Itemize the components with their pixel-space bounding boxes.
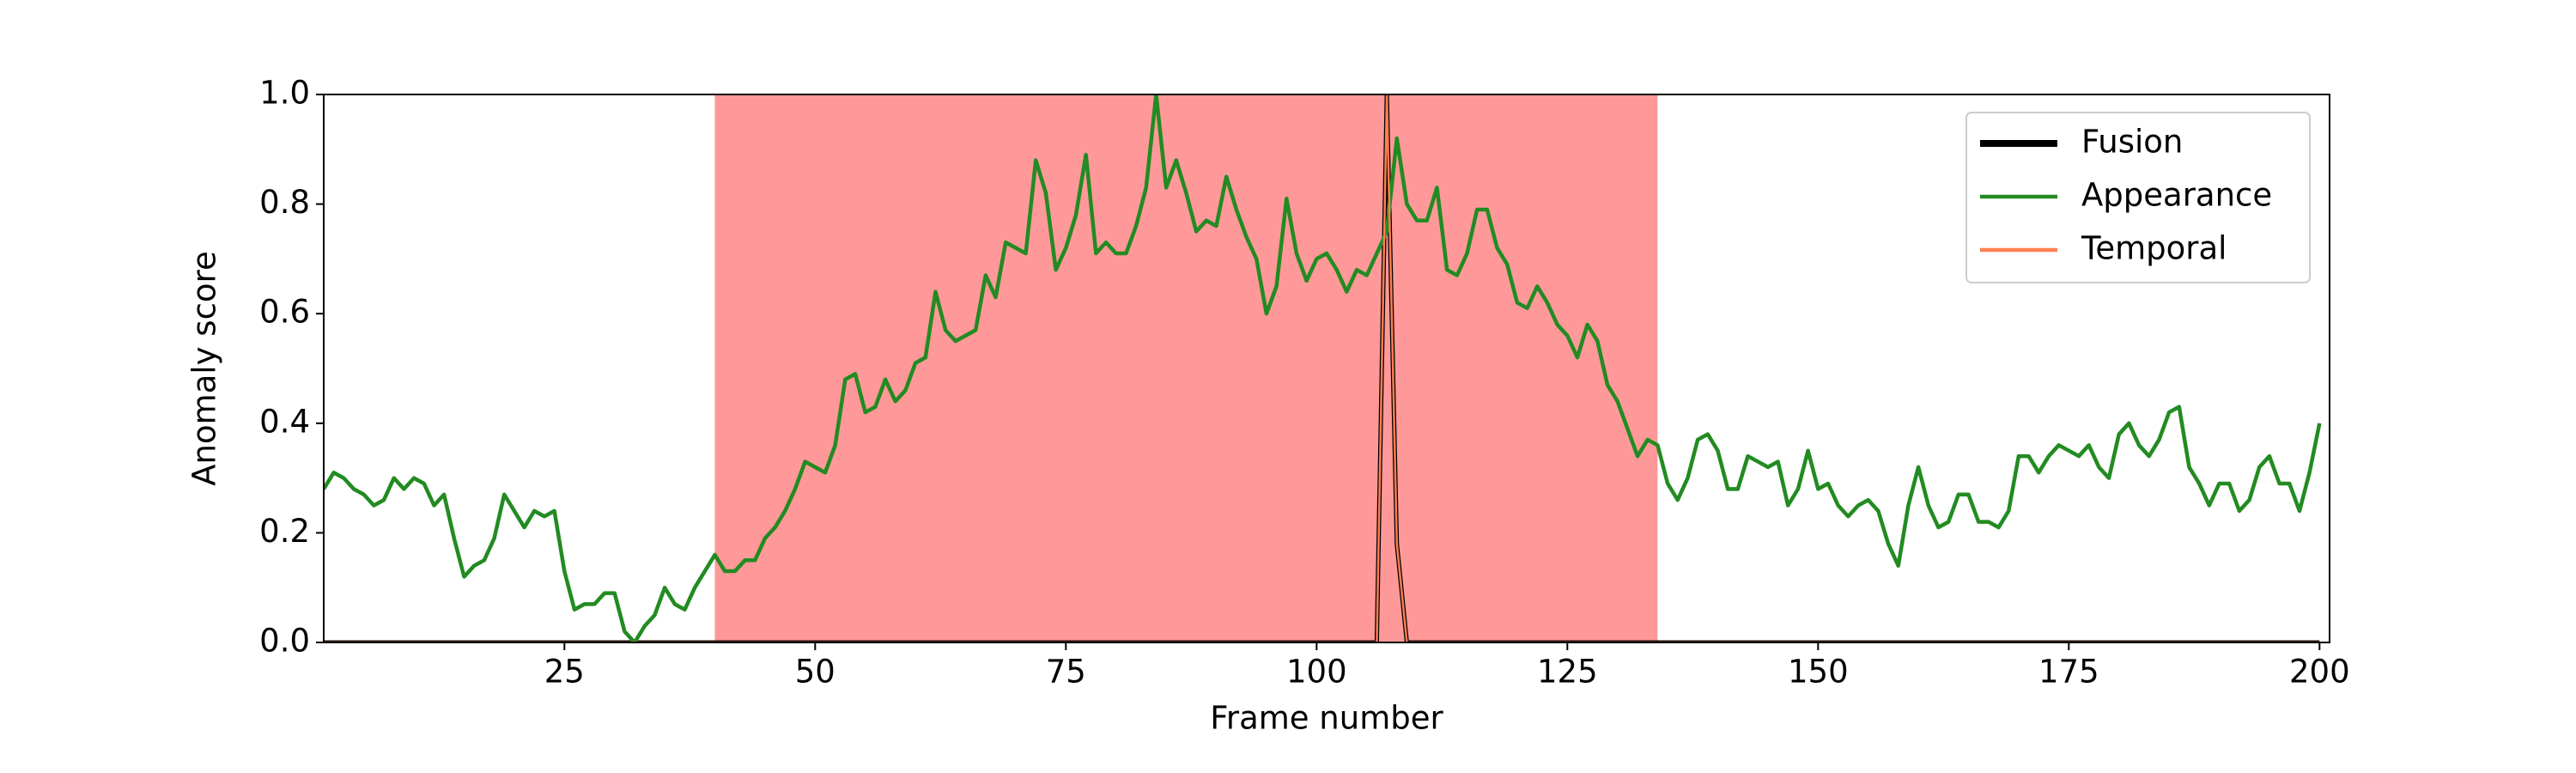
x-tick-label: 50: [795, 654, 835, 691]
y-tick-label: 0.6: [259, 294, 310, 331]
x-axis-label: Frame number: [1210, 700, 1443, 737]
plot-frame: [323, 94, 2330, 643]
y-tick-label: 1.0: [259, 75, 310, 112]
y-tick-label: 0.4: [259, 403, 310, 440]
legend-label: Temporal: [2081, 230, 2227, 267]
x-tick-label: 75: [1046, 654, 1086, 691]
legend-label: Appearance: [2081, 177, 2272, 214]
x-tick-label: 100: [1286, 654, 1347, 691]
plot-lines: [324, 94, 2322, 642]
legend-box: [1965, 112, 2311, 283]
y-tick-label: 0.0: [259, 623, 310, 660]
x-tick-label: 150: [1788, 654, 1849, 691]
legend-label: Fusion: [2081, 124, 2183, 161]
y-tick-label: 0.2: [259, 513, 310, 550]
x-tick-label: 175: [2038, 654, 2099, 691]
x-tick-label: 25: [544, 654, 585, 691]
x-tick-label: 125: [1537, 654, 1598, 691]
series-line: [324, 94, 2322, 642]
x-tick-label: 200: [2289, 654, 2350, 691]
y-axis-label: Anomaly score: [186, 251, 223, 485]
shaded-region: [714, 94, 1658, 642]
y-tick-label: 0.8: [259, 184, 310, 221]
